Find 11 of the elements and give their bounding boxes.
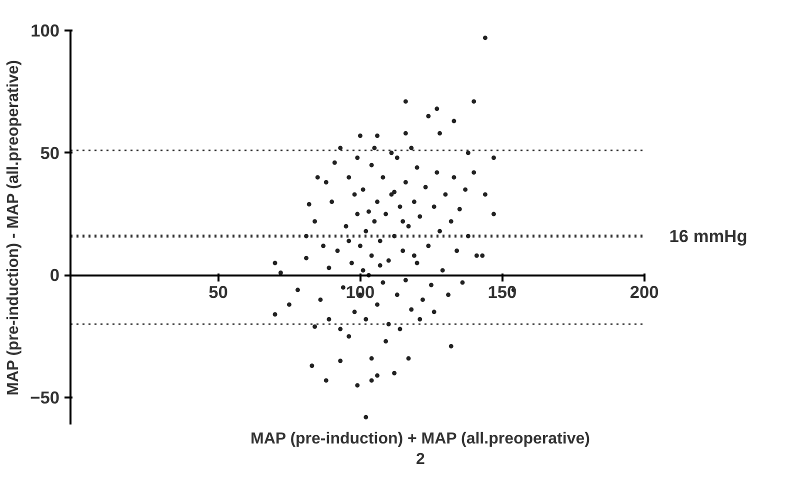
x-axis-title: MAP (pre-induction) + MAP (all.preoperative) 2	[250, 430, 590, 468]
x-tick-label: 200	[630, 282, 659, 302]
y-axis-title: MAP (pre-induction) - MAP (all.preoperative)	[5, 60, 22, 396]
y-tick-label: 0	[50, 265, 60, 286]
x-tick-label: 50	[208, 282, 228, 302]
y-tick-label: 100	[30, 20, 60, 40]
y-tick-label: 50	[40, 142, 60, 163]
y-tick-label: −50	[30, 388, 60, 408]
ref-line-label: 16 mmHg	[669, 226, 748, 246]
x-tick-label: 150	[488, 282, 517, 302]
x-tick-label: 100	[346, 282, 375, 302]
